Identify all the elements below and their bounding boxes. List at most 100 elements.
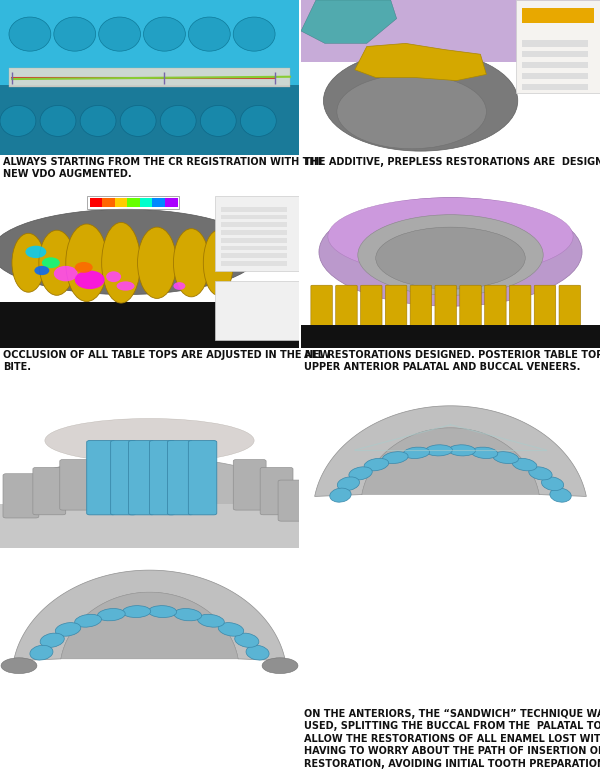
Bar xyxy=(221,246,287,251)
FancyBboxPatch shape xyxy=(509,285,531,325)
Text: ON THE ANTERIORS, THE “SANDWICH” TECHNIQUE WAS
USED, SPLITTING THE BUCCAL FROM T: ON THE ANTERIORS, THE “SANDWICH” TECHNIQ… xyxy=(304,709,600,768)
FancyBboxPatch shape xyxy=(311,285,332,325)
Ellipse shape xyxy=(235,633,259,647)
FancyBboxPatch shape xyxy=(167,441,193,514)
Ellipse shape xyxy=(233,17,275,52)
Bar xyxy=(165,198,178,207)
Ellipse shape xyxy=(25,246,46,258)
FancyBboxPatch shape xyxy=(559,285,581,325)
Ellipse shape xyxy=(246,645,269,660)
Ellipse shape xyxy=(42,258,60,268)
Ellipse shape xyxy=(0,209,260,295)
Ellipse shape xyxy=(160,105,196,136)
FancyBboxPatch shape xyxy=(188,441,217,514)
Bar xyxy=(221,215,287,219)
Bar xyxy=(301,0,600,62)
Ellipse shape xyxy=(358,215,543,295)
Ellipse shape xyxy=(116,281,134,291)
Ellipse shape xyxy=(323,51,518,151)
Text: THE ADDITIVE, PREPLESS RESTORATIONS ARE  DESIGNED.: THE ADDITIVE, PREPLESS RESTORATIONS ARE … xyxy=(304,157,600,167)
FancyBboxPatch shape xyxy=(110,441,136,514)
Bar xyxy=(221,238,287,242)
Ellipse shape xyxy=(541,477,563,491)
FancyBboxPatch shape xyxy=(149,441,175,514)
Ellipse shape xyxy=(40,633,64,647)
Text: ALWAYS STARTING FROM THE CR REGISTRATION WITH THE
NEW VDO AUGMENTED.: ALWAYS STARTING FROM THE CR REGISTRATION… xyxy=(3,157,324,179)
Bar xyxy=(522,40,588,46)
Ellipse shape xyxy=(349,467,372,480)
FancyBboxPatch shape xyxy=(233,460,266,510)
FancyBboxPatch shape xyxy=(260,468,293,514)
Bar xyxy=(102,198,115,207)
Bar xyxy=(0,301,299,348)
Ellipse shape xyxy=(550,488,571,502)
FancyBboxPatch shape xyxy=(534,285,556,325)
FancyBboxPatch shape xyxy=(485,285,506,325)
Polygon shape xyxy=(355,43,487,81)
Ellipse shape xyxy=(34,266,49,275)
Ellipse shape xyxy=(493,451,518,464)
Bar xyxy=(522,73,588,79)
FancyBboxPatch shape xyxy=(460,285,481,325)
Ellipse shape xyxy=(101,222,140,303)
Ellipse shape xyxy=(45,418,254,463)
Ellipse shape xyxy=(30,645,53,660)
Ellipse shape xyxy=(218,623,244,636)
Ellipse shape xyxy=(337,477,359,491)
Ellipse shape xyxy=(143,17,185,52)
Ellipse shape xyxy=(9,17,51,52)
Ellipse shape xyxy=(55,623,81,636)
Text: ALL RESTORATIONS DESIGNED. POSTERIOR TABLE TOPS,
UPPER ANTERIOR PALATAL AND BUCC: ALL RESTORATIONS DESIGNED. POSTERIOR TAB… xyxy=(304,350,600,372)
Ellipse shape xyxy=(241,105,276,136)
Ellipse shape xyxy=(512,458,537,471)
Bar xyxy=(0,0,299,85)
Bar xyxy=(152,198,165,207)
Ellipse shape xyxy=(403,447,430,458)
FancyBboxPatch shape xyxy=(335,285,357,325)
FancyBboxPatch shape xyxy=(3,474,39,518)
Ellipse shape xyxy=(376,227,525,289)
Ellipse shape xyxy=(197,614,224,628)
Bar xyxy=(522,8,594,23)
FancyBboxPatch shape xyxy=(128,441,154,514)
Ellipse shape xyxy=(174,608,202,621)
FancyBboxPatch shape xyxy=(385,285,407,325)
Bar xyxy=(221,230,287,235)
Ellipse shape xyxy=(75,271,104,289)
Polygon shape xyxy=(14,570,286,661)
Bar xyxy=(115,198,127,207)
Ellipse shape xyxy=(173,282,185,290)
Ellipse shape xyxy=(39,230,75,295)
Ellipse shape xyxy=(425,444,452,456)
Ellipse shape xyxy=(98,17,140,52)
Ellipse shape xyxy=(328,198,573,275)
Ellipse shape xyxy=(330,488,351,502)
FancyBboxPatch shape xyxy=(278,480,302,521)
FancyBboxPatch shape xyxy=(435,285,457,325)
Bar xyxy=(516,0,600,93)
Ellipse shape xyxy=(0,105,36,136)
Bar xyxy=(221,254,287,258)
Ellipse shape xyxy=(529,467,552,480)
Ellipse shape xyxy=(40,105,76,136)
Ellipse shape xyxy=(120,105,156,136)
Ellipse shape xyxy=(262,657,298,674)
Ellipse shape xyxy=(122,606,151,618)
Bar xyxy=(221,261,287,266)
Polygon shape xyxy=(301,0,397,43)
Ellipse shape xyxy=(203,230,233,295)
Polygon shape xyxy=(314,406,586,497)
Ellipse shape xyxy=(74,614,101,628)
FancyBboxPatch shape xyxy=(361,285,382,325)
Polygon shape xyxy=(61,592,238,659)
Bar xyxy=(140,198,152,207)
Bar xyxy=(0,504,299,548)
Ellipse shape xyxy=(319,198,582,306)
FancyBboxPatch shape xyxy=(33,468,66,514)
Bar xyxy=(215,196,299,271)
Ellipse shape xyxy=(106,271,121,282)
Ellipse shape xyxy=(188,17,230,52)
FancyBboxPatch shape xyxy=(410,285,431,325)
Polygon shape xyxy=(362,428,539,494)
Ellipse shape xyxy=(200,105,236,136)
